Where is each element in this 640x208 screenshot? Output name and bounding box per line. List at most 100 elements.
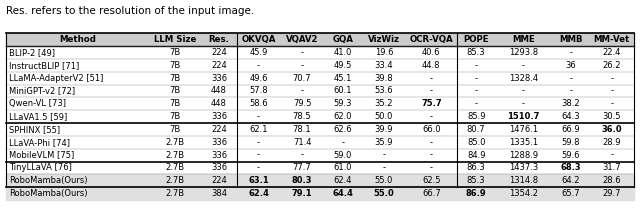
- Bar: [6, 46, 634, 59]
- Text: 30.5: 30.5: [603, 112, 621, 121]
- Text: 41.0: 41.0: [334, 48, 352, 57]
- Text: 448: 448: [211, 99, 227, 108]
- Text: 64.2: 64.2: [562, 176, 580, 185]
- Text: OCR-VQA: OCR-VQA: [410, 35, 453, 44]
- Text: SPHINX [55]: SPHINX [55]: [9, 125, 60, 134]
- Text: 86.3: 86.3: [467, 163, 486, 172]
- Text: 7B: 7B: [170, 61, 181, 70]
- Text: 336: 336: [211, 163, 227, 172]
- Text: MME: MME: [512, 35, 535, 44]
- Bar: [6, 136, 634, 149]
- Text: 1314.8: 1314.8: [509, 176, 538, 185]
- Text: -: -: [383, 163, 385, 172]
- Text: 33.4: 33.4: [374, 61, 394, 70]
- Text: -: -: [342, 138, 344, 147]
- Text: -: -: [475, 61, 477, 70]
- Text: 57.8: 57.8: [249, 87, 268, 95]
- Text: 59.8: 59.8: [562, 138, 580, 147]
- Text: 85.3: 85.3: [467, 48, 486, 57]
- Text: 36.0: 36.0: [602, 125, 622, 134]
- Text: Method: Method: [60, 35, 97, 44]
- Text: -: -: [301, 87, 303, 95]
- Text: 1476.1: 1476.1: [509, 125, 538, 134]
- Text: InstructBLIP [71]: InstructBLIP [71]: [9, 61, 79, 70]
- Text: 80.3: 80.3: [292, 176, 312, 185]
- Text: 336: 336: [211, 74, 227, 83]
- Text: 1328.4: 1328.4: [509, 74, 538, 83]
- Text: 70.7: 70.7: [292, 74, 312, 83]
- Text: 28.6: 28.6: [602, 176, 621, 185]
- Text: 224: 224: [211, 48, 227, 57]
- Text: OKVQA: OKVQA: [241, 35, 276, 44]
- Text: -: -: [522, 87, 525, 95]
- Text: 2.7B: 2.7B: [166, 151, 185, 160]
- Text: RoboMamba(Ours): RoboMamba(Ours): [9, 176, 88, 185]
- Bar: [6, 123, 634, 136]
- Text: 7B: 7B: [170, 125, 181, 134]
- Text: -: -: [611, 87, 613, 95]
- Text: 224: 224: [211, 61, 227, 70]
- Text: 35.9: 35.9: [375, 138, 393, 147]
- Text: 336: 336: [211, 138, 227, 147]
- Text: 77.7: 77.7: [292, 163, 312, 172]
- Text: 19.6: 19.6: [375, 48, 393, 57]
- Text: 2.7B: 2.7B: [166, 138, 185, 147]
- Text: 1437.3: 1437.3: [509, 163, 538, 172]
- Text: Qwen-VL [73]: Qwen-VL [73]: [9, 99, 66, 108]
- Bar: [6, 97, 634, 110]
- Text: 28.9: 28.9: [603, 138, 621, 147]
- Text: -: -: [430, 112, 433, 121]
- Text: -: -: [570, 87, 572, 95]
- Text: 68.3: 68.3: [561, 163, 581, 172]
- Text: 49.6: 49.6: [250, 74, 268, 83]
- Text: 53.6: 53.6: [374, 87, 394, 95]
- Text: -: -: [257, 112, 260, 121]
- Text: 62.1: 62.1: [250, 125, 268, 134]
- Text: 78.5: 78.5: [292, 112, 312, 121]
- Text: 75.7: 75.7: [421, 99, 442, 108]
- Text: MobileVLM [75]: MobileVLM [75]: [9, 151, 74, 160]
- Text: LLaVA-Phi [74]: LLaVA-Phi [74]: [9, 138, 70, 147]
- Text: 2.7B: 2.7B: [166, 163, 185, 172]
- Text: -: -: [257, 151, 260, 160]
- Text: 62.4: 62.4: [248, 189, 269, 198]
- Text: -: -: [522, 61, 525, 70]
- Text: 336: 336: [211, 151, 227, 160]
- Text: 85.9: 85.9: [467, 112, 485, 121]
- Text: 448: 448: [211, 87, 227, 95]
- Text: 45.9: 45.9: [250, 48, 268, 57]
- Text: 64.3: 64.3: [561, 112, 580, 121]
- Text: -: -: [475, 99, 477, 108]
- Text: 31.7: 31.7: [602, 163, 621, 172]
- Text: -: -: [430, 87, 433, 95]
- Text: 224: 224: [211, 125, 227, 134]
- Text: -: -: [475, 87, 477, 95]
- Bar: [6, 110, 634, 123]
- Text: -: -: [383, 151, 385, 160]
- Text: BLIP-2 [49]: BLIP-2 [49]: [9, 48, 55, 57]
- Text: 1354.2: 1354.2: [509, 189, 538, 198]
- Text: Res.: Res.: [209, 35, 229, 44]
- Text: -: -: [257, 138, 260, 147]
- Text: 40.6: 40.6: [422, 48, 440, 57]
- Text: MiniGPT-v2 [72]: MiniGPT-v2 [72]: [9, 87, 75, 95]
- Text: 71.4: 71.4: [293, 138, 311, 147]
- Text: 55.0: 55.0: [374, 189, 394, 198]
- Text: RoboMamba(Ours): RoboMamba(Ours): [9, 189, 88, 198]
- Text: 64.4: 64.4: [333, 189, 353, 198]
- Text: -: -: [430, 74, 433, 83]
- Text: -: -: [611, 151, 613, 160]
- Text: 2.7B: 2.7B: [166, 189, 185, 198]
- Text: 7B: 7B: [170, 112, 181, 121]
- Text: 65.7: 65.7: [561, 189, 580, 198]
- Text: 84.9: 84.9: [467, 151, 485, 160]
- Bar: [6, 174, 634, 187]
- Text: LLaMA-AdapterV2 [51]: LLaMA-AdapterV2 [51]: [9, 74, 103, 83]
- Text: MMB: MMB: [559, 35, 582, 44]
- Text: 35.2: 35.2: [375, 99, 393, 108]
- Text: -: -: [257, 61, 260, 70]
- Text: LLaVA1.5 [59]: LLaVA1.5 [59]: [9, 112, 67, 121]
- Text: 60.1: 60.1: [334, 87, 352, 95]
- Text: 80.7: 80.7: [467, 125, 486, 134]
- Text: VQAV2: VQAV2: [286, 35, 318, 44]
